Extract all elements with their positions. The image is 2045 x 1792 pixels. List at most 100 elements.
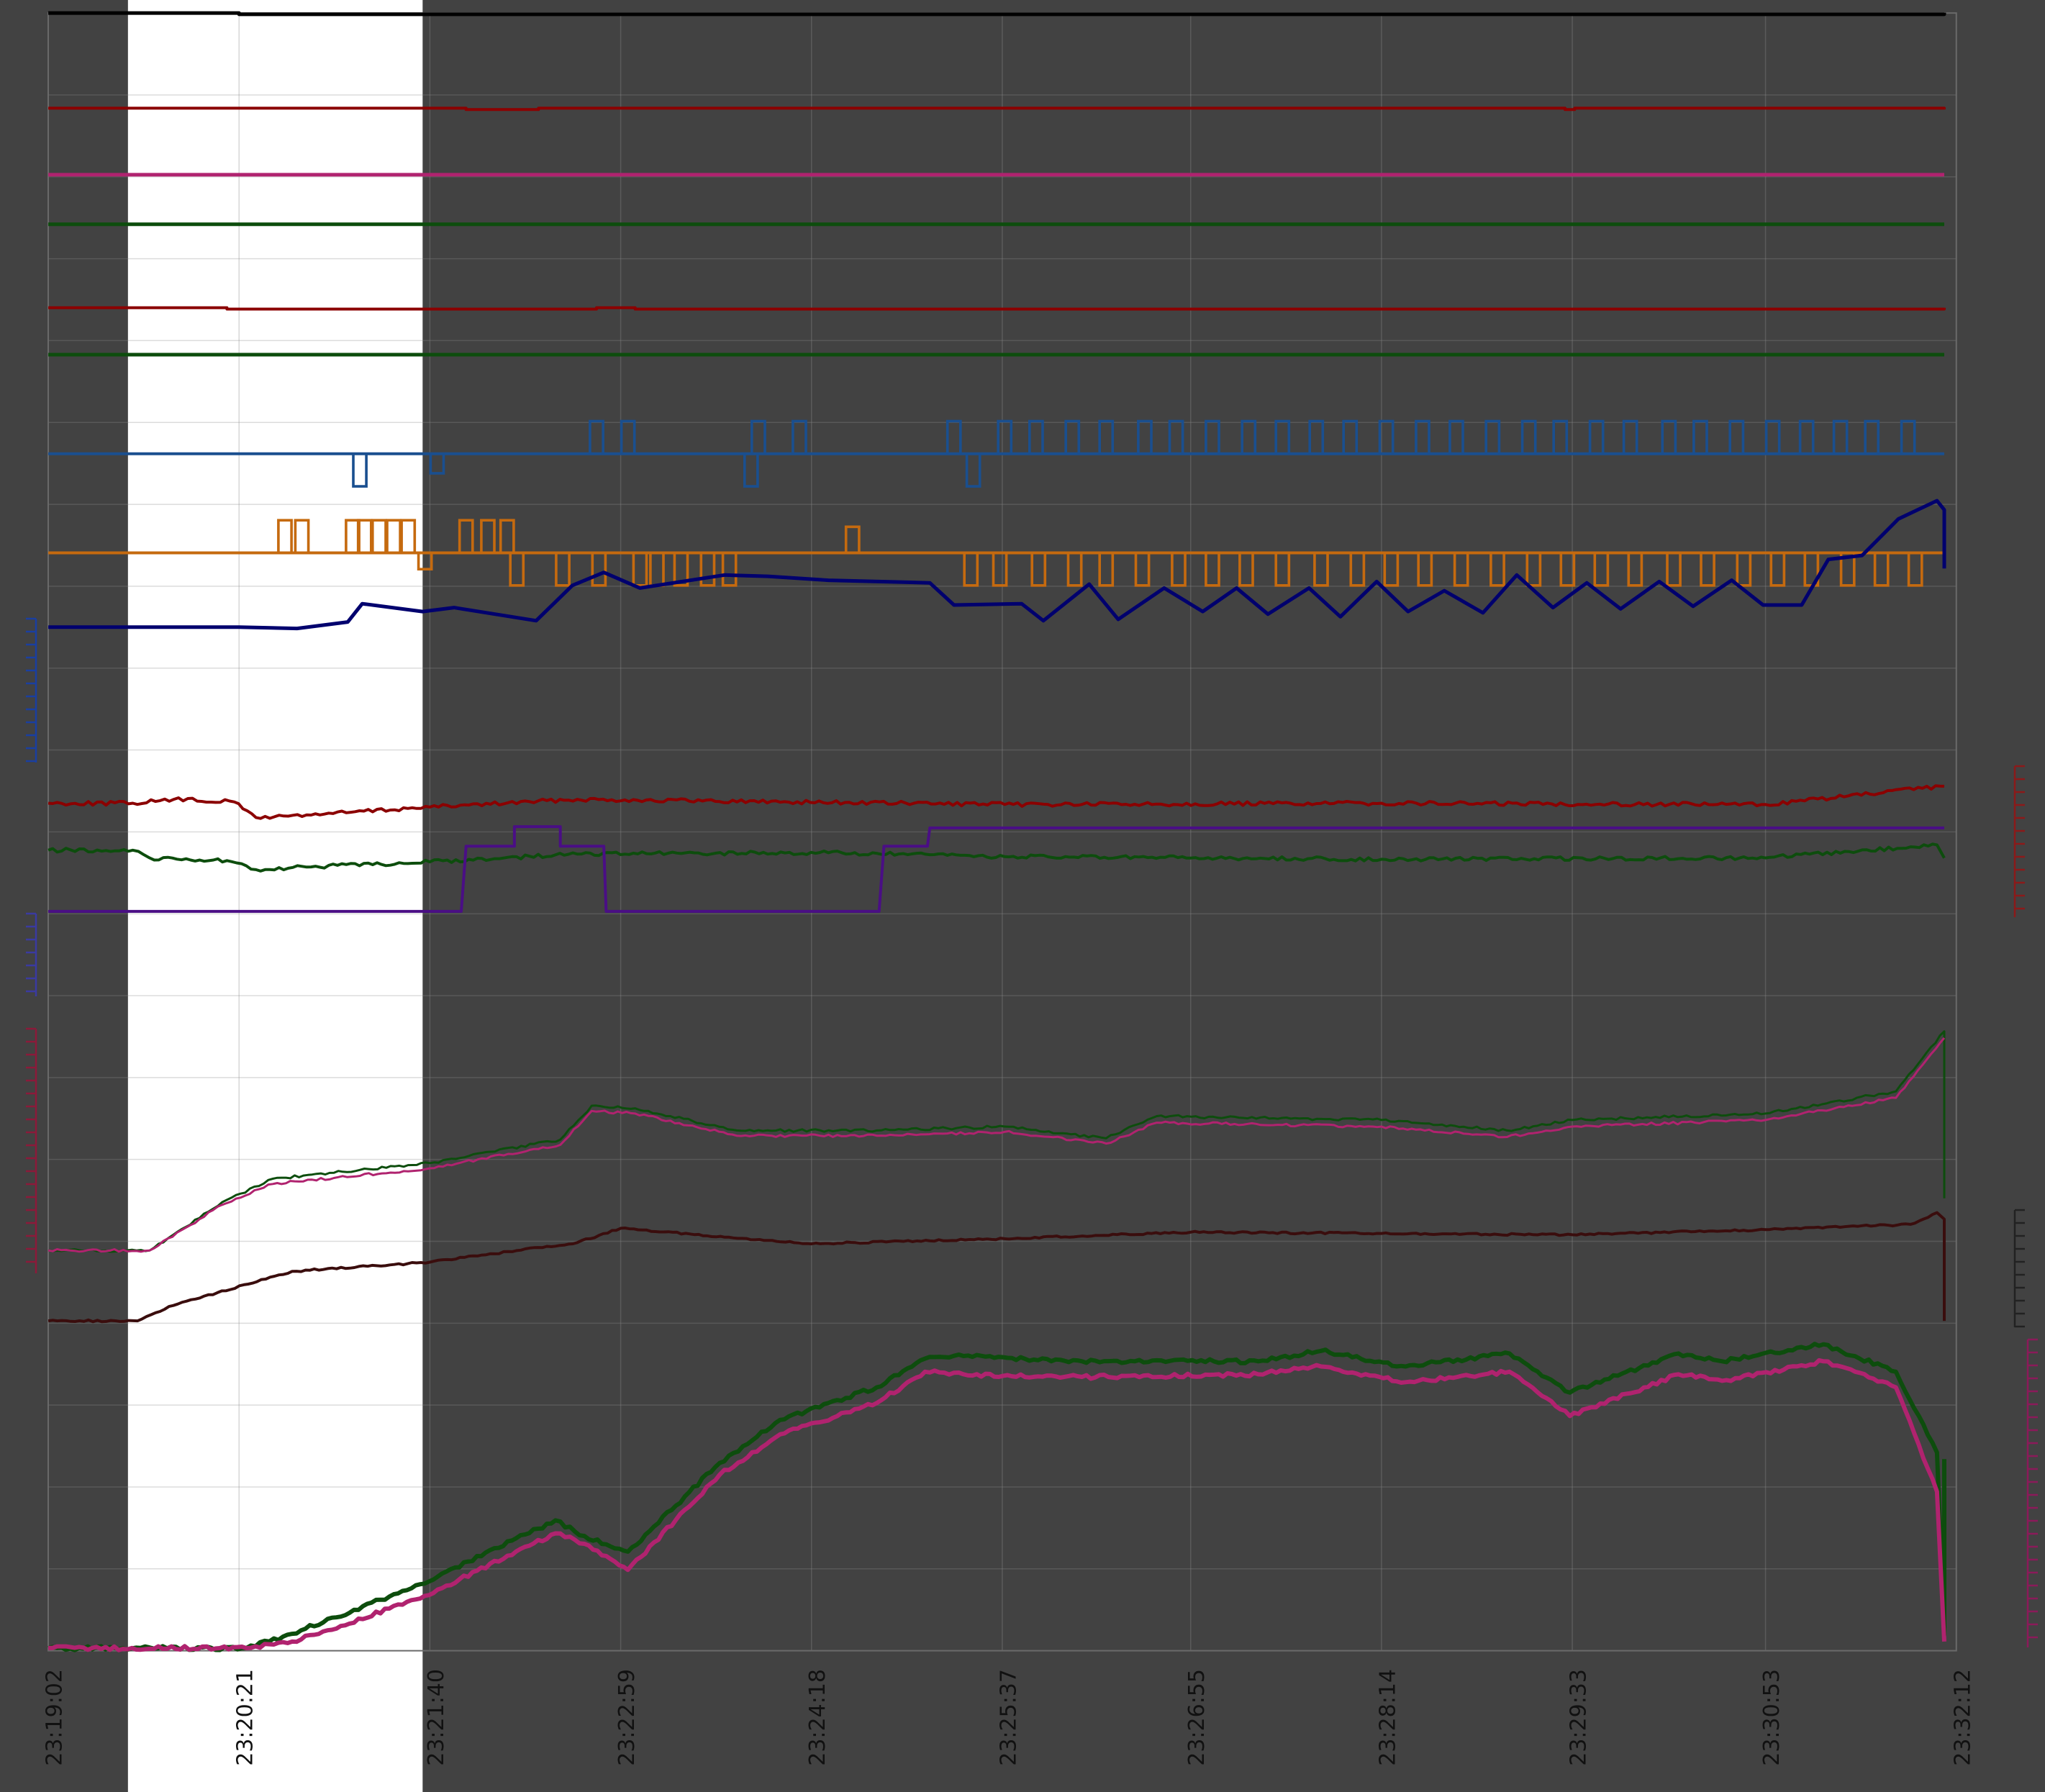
series-pulse-6 [1764, 419, 1781, 454]
series-pulse-7 [356, 519, 373, 553]
series-pulse-7 [555, 552, 571, 587]
series-line-14 [47, 1211, 1946, 1324]
series-pulse-7 [992, 552, 1008, 587]
series-pulse-7 [1205, 552, 1220, 587]
series-pulse-7 [1559, 552, 1576, 587]
highlight-band [127, 0, 423, 1792]
series-pulse-6 [1900, 419, 1916, 454]
series-pulse-6 [997, 419, 1013, 454]
series-line-13 [47, 1037, 1946, 1253]
series-pulse-6 [1728, 419, 1745, 454]
series-pulse-6 [1415, 419, 1430, 454]
series-pulse-7 [294, 519, 310, 553]
series-pulse-7 [417, 552, 433, 571]
series-pulse-7 [1134, 552, 1151, 587]
series-pulse-7 [499, 519, 515, 553]
x-tick-label: 23:26:55 [1184, 1669, 1210, 1766]
series-pulse-6 [792, 419, 807, 454]
series-line-12 [47, 1030, 1946, 1253]
series-line-8 [48, 499, 1946, 631]
series-pulse-6 [1378, 419, 1395, 454]
series-pulse-6 [750, 419, 766, 454]
x-tick-label: 23:21:40 [424, 1669, 449, 1766]
series-pulse-6 [1798, 419, 1815, 454]
series-pulse-7 [1907, 552, 1923, 587]
series-pulse-7 [1736, 552, 1752, 587]
series-pulse-6 [1274, 419, 1291, 454]
series-pulse-6 [1342, 419, 1359, 454]
series-line-0 [48, 11, 1946, 17]
series-pulse-7 [721, 552, 738, 587]
x-tick-label: 23:19:02 [42, 1669, 68, 1766]
x-tick-label: 23:32:12 [1950, 1669, 1975, 1766]
series-pulse-7 [277, 519, 293, 553]
series-line-10 [47, 842, 1946, 873]
series-pulse-7 [673, 552, 689, 587]
x-tick-label: 23:25:37 [996, 1669, 1021, 1766]
series-pulse-7 [1525, 552, 1542, 587]
series-line-11 [48, 825, 1944, 913]
series-pulse-6 [1622, 419, 1638, 454]
series-line-15 [47, 1342, 1946, 1652]
series-pulse-6 [429, 453, 445, 475]
series-pulse-6 [743, 453, 759, 488]
series-pulse-7 [1769, 552, 1786, 587]
x-tick-label: 23:20:21 [233, 1669, 258, 1766]
series-pulse-7 [844, 525, 861, 553]
series-pulse-7 [591, 552, 607, 587]
series-pulse-6 [1168, 419, 1184, 454]
series-pulse-6 [1552, 419, 1569, 454]
series-pulse-7 [1666, 552, 1682, 587]
series-pulse-6 [1308, 419, 1325, 454]
series-pulse-7 [1593, 552, 1610, 587]
series-pulse-7 [963, 552, 979, 587]
series-pulse-7 [632, 552, 648, 587]
x-tick-label: 23:29:33 [1566, 1669, 1592, 1766]
series-pulse-6 [1064, 419, 1081, 454]
series-pulse-7 [1627, 552, 1643, 587]
series-pulse-6 [1028, 419, 1044, 454]
series-pulse-7 [1489, 552, 1505, 587]
series-line-1 [48, 106, 1946, 112]
x-tick-label: 23:28:14 [1375, 1669, 1400, 1766]
series-pulse-7 [509, 552, 525, 587]
x-tick-label: 23:24:18 [805, 1669, 830, 1766]
series-pulse-6 [1864, 419, 1880, 454]
series-pulse-6 [620, 419, 636, 454]
series-pulse-7 [1383, 552, 1400, 587]
series-pulse-7 [1238, 552, 1254, 587]
series-pulse-6 [1832, 419, 1849, 454]
series-pulse-7 [458, 519, 474, 553]
series-pulse-7 [1417, 552, 1433, 587]
series-pulse-7 [699, 552, 716, 587]
series-pulse-7 [1030, 552, 1047, 587]
series-pulse-7 [1453, 552, 1469, 587]
series-pulse-7 [1066, 552, 1083, 587]
series-pulse-7 [1098, 552, 1115, 587]
series-pulse-7 [480, 519, 496, 553]
series-pulse-7 [1839, 552, 1856, 587]
series-pulse-6 [946, 419, 962, 454]
series-pulse-6 [1098, 419, 1115, 454]
x-tick-label: 23:22:59 [615, 1669, 640, 1766]
series-pulse-6 [352, 453, 368, 488]
series-pulse-6 [965, 453, 981, 488]
series-pulse-7 [1873, 552, 1890, 587]
series-line-16 [47, 1357, 1946, 1652]
series-pulse-7 [371, 519, 387, 553]
series-pulse-6 [1692, 419, 1708, 454]
series-pulse-7 [1274, 552, 1291, 587]
series-line-4 [48, 306, 1946, 311]
series-pulse-7 [1313, 552, 1329, 587]
series-line-9 [47, 784, 1945, 820]
series-pulse-6 [1137, 419, 1153, 454]
series-pulse-6 [1588, 419, 1605, 454]
series-pulse-7 [400, 519, 417, 553]
series-pulse-6 [1484, 419, 1501, 454]
series-pulse-7 [1700, 552, 1715, 587]
x-tick-label: 23:30:53 [1759, 1669, 1785, 1766]
series-pulse-7 [1171, 552, 1187, 587]
series-pulse-6 [1661, 419, 1677, 454]
series-pulse-6 [1241, 419, 1257, 454]
